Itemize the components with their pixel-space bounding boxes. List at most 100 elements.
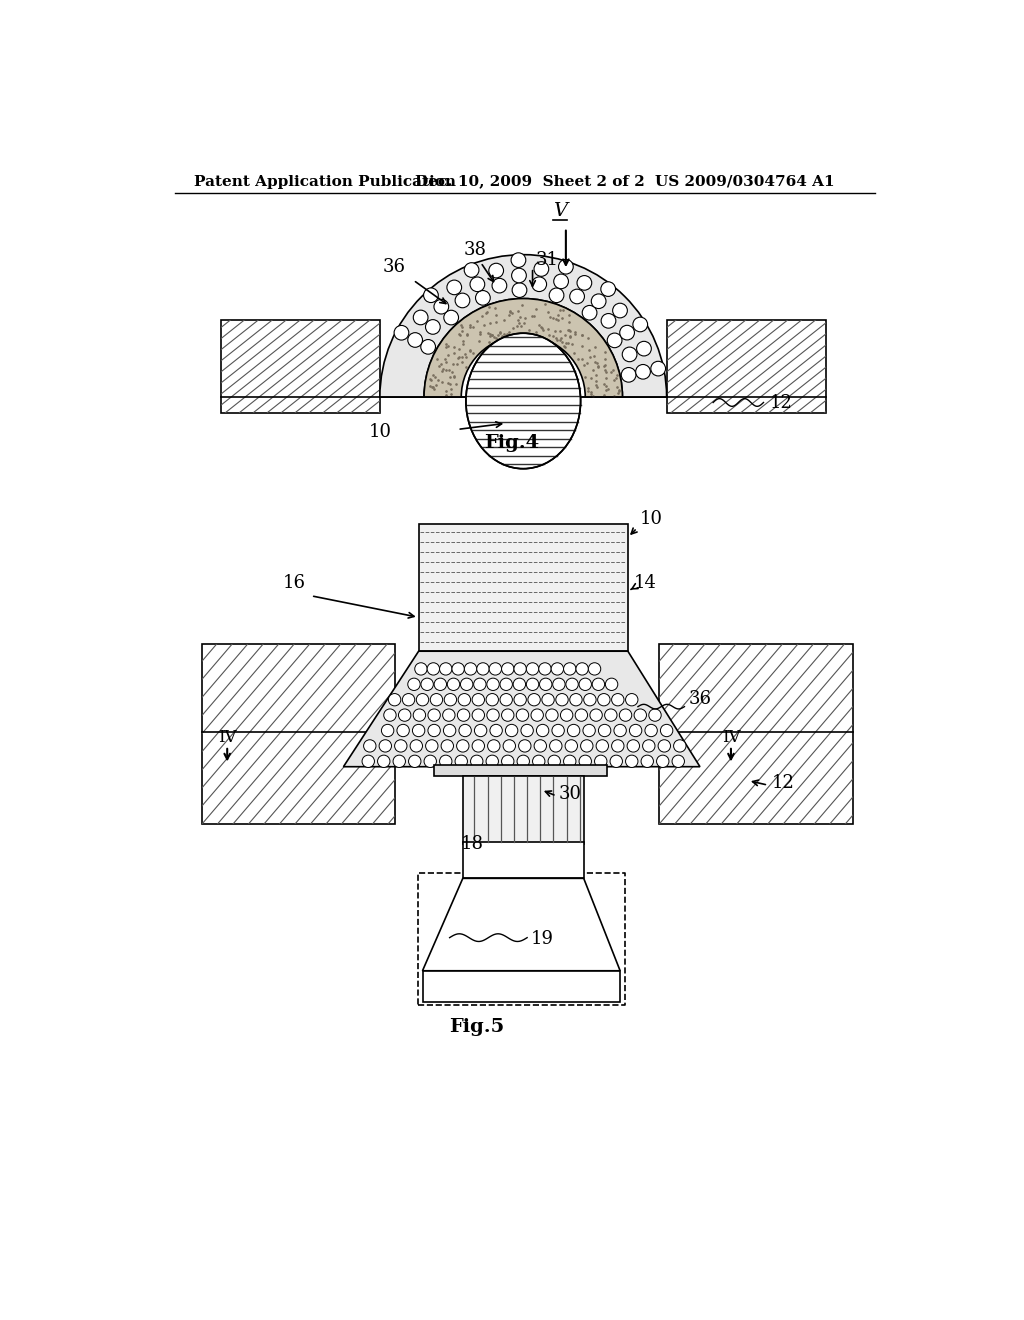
Text: 10: 10 (369, 424, 391, 441)
Circle shape (560, 709, 572, 721)
Circle shape (607, 333, 622, 347)
Circle shape (565, 739, 578, 752)
Circle shape (553, 678, 565, 690)
Circle shape (601, 281, 615, 297)
Circle shape (393, 755, 406, 767)
Circle shape (424, 288, 438, 302)
Circle shape (414, 310, 428, 325)
Circle shape (552, 725, 564, 737)
Ellipse shape (466, 333, 581, 469)
Circle shape (394, 739, 407, 752)
Circle shape (474, 678, 486, 690)
Circle shape (674, 739, 686, 752)
Polygon shape (667, 321, 825, 412)
Circle shape (583, 725, 595, 737)
Circle shape (446, 280, 462, 294)
Circle shape (512, 268, 526, 282)
Text: 30: 30 (558, 785, 582, 803)
Text: Dec. 10, 2009  Sheet 2 of 2: Dec. 10, 2009 Sheet 2 of 2 (415, 174, 644, 189)
Text: 38: 38 (464, 242, 486, 260)
Circle shape (569, 289, 585, 304)
Circle shape (575, 709, 588, 721)
Polygon shape (434, 766, 607, 776)
Circle shape (605, 678, 617, 690)
Circle shape (472, 693, 484, 706)
Circle shape (526, 678, 539, 690)
Text: 19: 19 (531, 929, 554, 948)
Polygon shape (343, 651, 700, 767)
Circle shape (633, 317, 647, 331)
Circle shape (502, 709, 514, 721)
Circle shape (434, 678, 446, 690)
Text: IV: IV (722, 729, 740, 746)
Circle shape (447, 678, 460, 690)
Circle shape (658, 739, 671, 752)
Circle shape (645, 725, 657, 737)
Circle shape (458, 709, 470, 721)
Circle shape (583, 305, 597, 319)
Circle shape (540, 678, 552, 690)
Circle shape (604, 709, 617, 721)
Circle shape (512, 282, 527, 297)
Circle shape (428, 709, 440, 721)
Circle shape (592, 678, 604, 690)
Circle shape (623, 347, 637, 362)
Circle shape (428, 725, 440, 737)
Circle shape (413, 725, 425, 737)
Circle shape (554, 275, 568, 289)
Wedge shape (424, 298, 623, 397)
Polygon shape (423, 970, 621, 1002)
Text: 36: 36 (689, 689, 712, 708)
Circle shape (614, 725, 627, 737)
Circle shape (486, 709, 500, 721)
Circle shape (546, 709, 558, 721)
Circle shape (434, 300, 449, 314)
Circle shape (534, 261, 549, 276)
Text: 31: 31 (536, 251, 559, 269)
Circle shape (531, 277, 547, 292)
Circle shape (421, 678, 433, 690)
Circle shape (551, 663, 563, 675)
Circle shape (521, 725, 534, 737)
Circle shape (591, 294, 606, 309)
Circle shape (394, 326, 409, 341)
Circle shape (415, 663, 427, 675)
Polygon shape (463, 842, 584, 878)
Circle shape (514, 663, 526, 675)
Circle shape (620, 709, 632, 721)
Circle shape (410, 739, 423, 752)
Circle shape (513, 678, 525, 690)
Circle shape (500, 678, 512, 690)
Circle shape (563, 663, 575, 675)
Text: Patent Application Publication: Patent Application Publication (194, 174, 456, 189)
Circle shape (452, 663, 464, 675)
Circle shape (528, 693, 541, 706)
Circle shape (397, 725, 410, 737)
Circle shape (518, 739, 531, 752)
Polygon shape (202, 644, 395, 825)
Circle shape (627, 739, 640, 752)
Circle shape (493, 279, 507, 293)
Circle shape (595, 755, 607, 767)
Circle shape (542, 693, 554, 706)
Circle shape (626, 693, 638, 706)
Circle shape (566, 678, 579, 690)
Circle shape (630, 725, 642, 737)
Polygon shape (419, 524, 628, 651)
Circle shape (637, 342, 651, 356)
Circle shape (426, 739, 438, 752)
Circle shape (649, 709, 662, 721)
Polygon shape (658, 644, 853, 825)
Circle shape (477, 663, 489, 675)
Circle shape (611, 693, 624, 706)
Circle shape (378, 755, 390, 767)
Text: US 2009/0304764 A1: US 2009/0304764 A1 (655, 174, 835, 189)
Circle shape (526, 663, 539, 675)
Circle shape (486, 693, 499, 706)
Circle shape (558, 260, 573, 275)
Circle shape (388, 693, 400, 706)
Circle shape (549, 288, 564, 302)
Circle shape (471, 755, 483, 767)
Text: 12: 12 (771, 775, 795, 792)
Text: 16: 16 (283, 574, 306, 593)
